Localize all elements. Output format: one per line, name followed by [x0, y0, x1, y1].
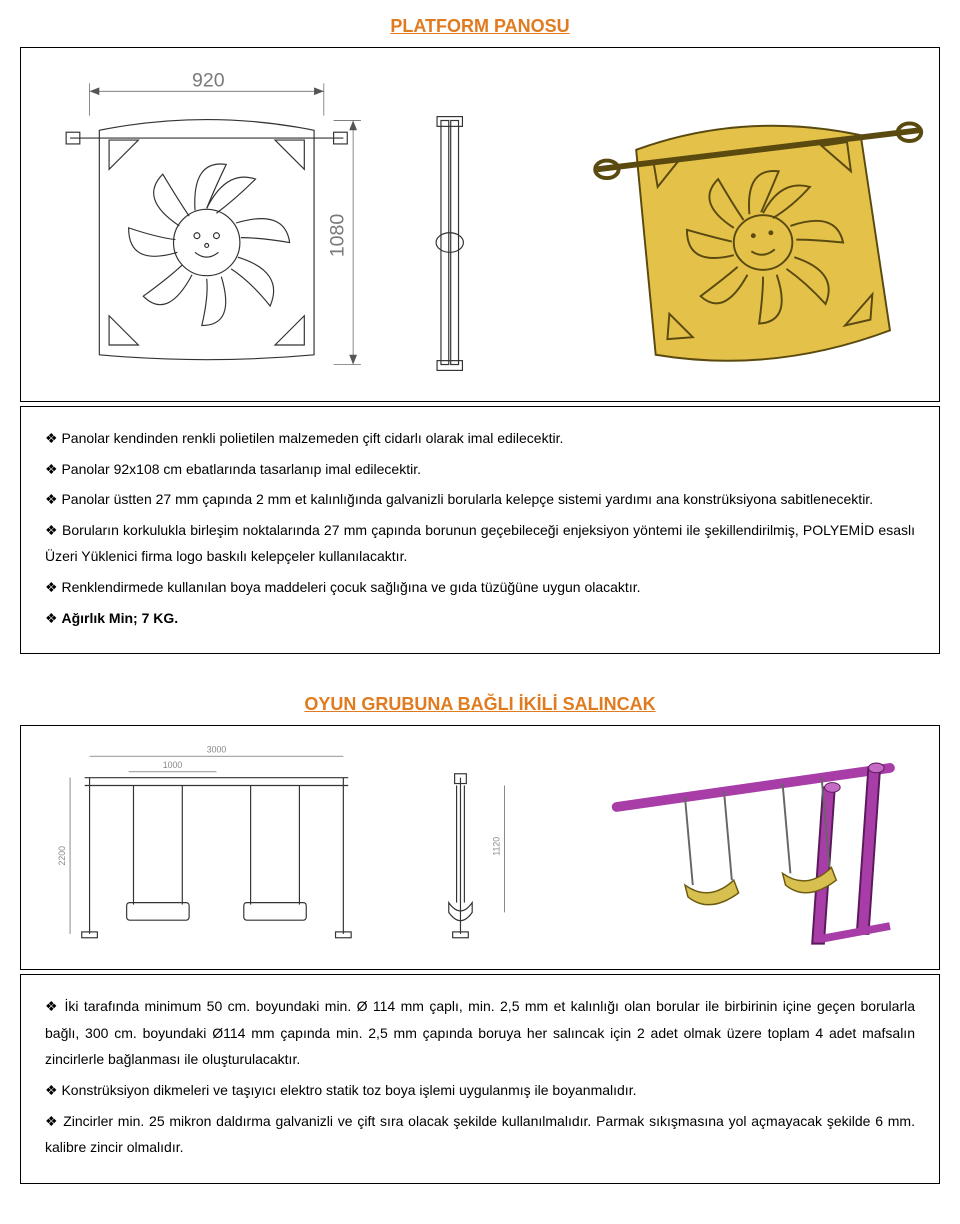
spec-item: Panolar 92x108 cm ebatlarında tasarlanıp…: [45, 456, 915, 483]
swing-front-view: 3000 1000 2200: [57, 744, 351, 937]
panel-drawings-svg: 920 1080: [31, 58, 929, 388]
spec-item: Panolar üstten 27 mm çapında 2 mm et kal…: [45, 486, 915, 513]
spec-item: İki tarafında minimum 50 cm. boyundaki m…: [45, 993, 915, 1073]
panel-iso-view: [595, 123, 921, 360]
spec-item: Boruların korkulukla birleşim noktaların…: [45, 517, 915, 570]
dim-swing-width: 3000: [207, 744, 227, 754]
section1-specs: Panolar kendinden renkli polietilen malz…: [20, 406, 940, 654]
spec-item: Panolar kendinden renkli polietilen malz…: [45, 425, 915, 452]
swing-side-view: 1120: [449, 774, 505, 938]
swing-figure: 3000 1000 2200: [20, 725, 940, 970]
dim-width-label: 920: [192, 69, 225, 91]
panel-figure: 920 1080: [20, 47, 940, 402]
section2-title: OYUN GRUBUNA BAĞLI İKİLİ SALINCAK: [20, 694, 940, 715]
dim-swing-spacing: 1000: [163, 760, 183, 770]
swing-iso-view: [617, 763, 890, 944]
spec-item: Ağırlık Min; 7 KG.: [45, 605, 915, 632]
dim-height-label: 1080: [326, 214, 348, 258]
panel-front-view: [66, 120, 347, 360]
swing-drawings-svg: 3000 1000 2200: [31, 736, 929, 956]
section2-specs: İki tarafında minimum 50 cm. boyundaki m…: [20, 974, 940, 1184]
section1-title: PLATFORM PANOSU: [20, 16, 940, 37]
spec-item: Konstrüksiyon dikmeleri ve taşıyıcı elek…: [45, 1077, 915, 1104]
dim-width: 920: [90, 69, 324, 115]
dim-swing-height: 2200: [57, 846, 67, 866]
panel-side-view: [436, 117, 463, 371]
spec-item: Renklendirmede kullanılan boya maddeleri…: [45, 574, 915, 601]
dim-seat-height: 1120: [492, 837, 502, 856]
spec-item: Zincirler min. 25 mikron daldırma galvan…: [45, 1108, 915, 1161]
dim-height: 1080: [326, 121, 361, 365]
